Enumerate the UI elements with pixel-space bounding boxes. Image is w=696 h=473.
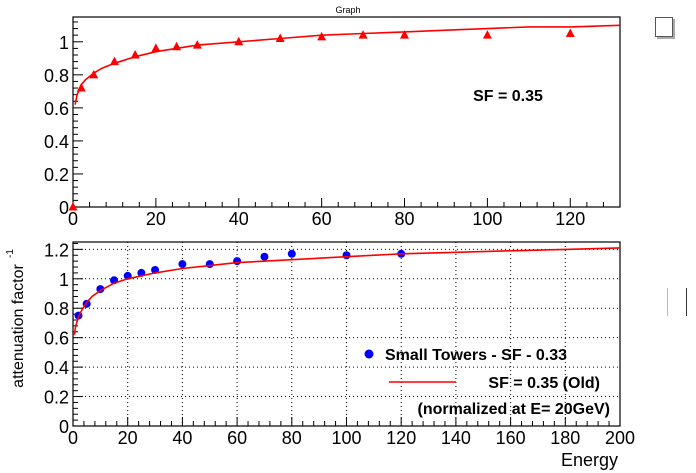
y-tick-label: 0 — [59, 198, 69, 218]
data-point-circle — [342, 251, 351, 260]
x-tick-label: 180 — [550, 428, 580, 448]
legend-note: (normalized at E= 20GeV) — [417, 401, 610, 418]
x-tick-label: 40 — [172, 428, 192, 448]
y-axis-label: attenuation factor — [10, 264, 27, 388]
x-tick-label: 160 — [496, 428, 526, 448]
series-line — [73, 247, 621, 335]
x-tick-label: 120 — [555, 209, 585, 229]
data-point-triangle — [400, 30, 410, 39]
x-tick-label: 120 — [386, 428, 416, 448]
y-tick-label: 0.6 — [44, 329, 69, 349]
data-point-triangle — [482, 30, 492, 39]
scrollbar-divider — [667, 288, 668, 316]
x-tick-label: 20 — [146, 209, 166, 229]
x-tick-label: 0 — [68, 209, 78, 229]
y-tick-label: 0.4 — [44, 132, 69, 152]
x-tick-label: 80 — [394, 209, 414, 229]
data-point-triangle — [565, 28, 575, 38]
data-point-circle — [233, 257, 242, 266]
x-tick-label: 40 — [229, 209, 249, 229]
data-point-triangle — [317, 31, 327, 41]
x-tick-label: 100 — [472, 209, 502, 229]
y-tick-label: 0.4 — [44, 358, 69, 378]
x-axis-label: Energy — [561, 450, 618, 470]
series-line — [74, 24, 621, 105]
data-point-circle — [287, 249, 296, 258]
y-tick-label: 1 — [59, 270, 69, 290]
data-point-circle — [178, 260, 187, 269]
sf-annotation: SF = 0.35 — [473, 88, 543, 105]
plot-frame — [72, 16, 621, 208]
data-point-circle — [260, 252, 269, 261]
figure-title: Graph — [335, 5, 360, 15]
data-point-triangle — [151, 43, 161, 52]
x-tick-label: 20 — [118, 428, 138, 448]
y-tick-label: 0 — [59, 417, 69, 437]
y-tick-label: 1 — [59, 33, 69, 53]
x-tick-label: 60 — [227, 428, 247, 448]
legend-label-small-towers: Small Towers - SF - 0.33 — [385, 347, 567, 364]
y-tick-label: 0.2 — [44, 388, 69, 408]
checkbox-icon[interactable] — [655, 17, 673, 37]
bottom-panel: 0 20 40 60 80 100 120 140 160 180 200 0 0.2 0.4 0.6 0.8… — [5, 240, 635, 470]
data-point-circle — [205, 260, 214, 269]
y-axis-label-superscript: -1 — [5, 249, 16, 258]
x-tick-label: 140 — [441, 428, 471, 448]
top-panel: 0 20 40 60 80 100 120 0 0.2 0.4 0.6 0.8 1 SF = 0.35 — [44, 16, 621, 229]
legend-marker-circle — [364, 349, 374, 359]
y-tick-label: 0.2 — [44, 165, 69, 185]
x-tick-label: 80 — [282, 428, 302, 448]
y-tick-label: 1.2 — [44, 240, 69, 260]
y-tick-label: 0.8 — [44, 66, 69, 86]
legend-label-sf-old: SF = 0.35 (Old) — [488, 375, 600, 392]
x-tick-label: 0 — [68, 428, 78, 448]
data-point-triangle — [358, 30, 368, 39]
x-tick-label: 60 — [312, 209, 332, 229]
y-tick-label: 0.8 — [44, 299, 69, 319]
scrollbar-edge[interactable] — [686, 288, 687, 316]
y-tick-label: 0.6 — [44, 99, 69, 119]
x-tick-label: 100 — [331, 428, 361, 448]
x-tick-label: 200 — [605, 428, 635, 448]
data-point-triangle — [68, 202, 78, 211]
